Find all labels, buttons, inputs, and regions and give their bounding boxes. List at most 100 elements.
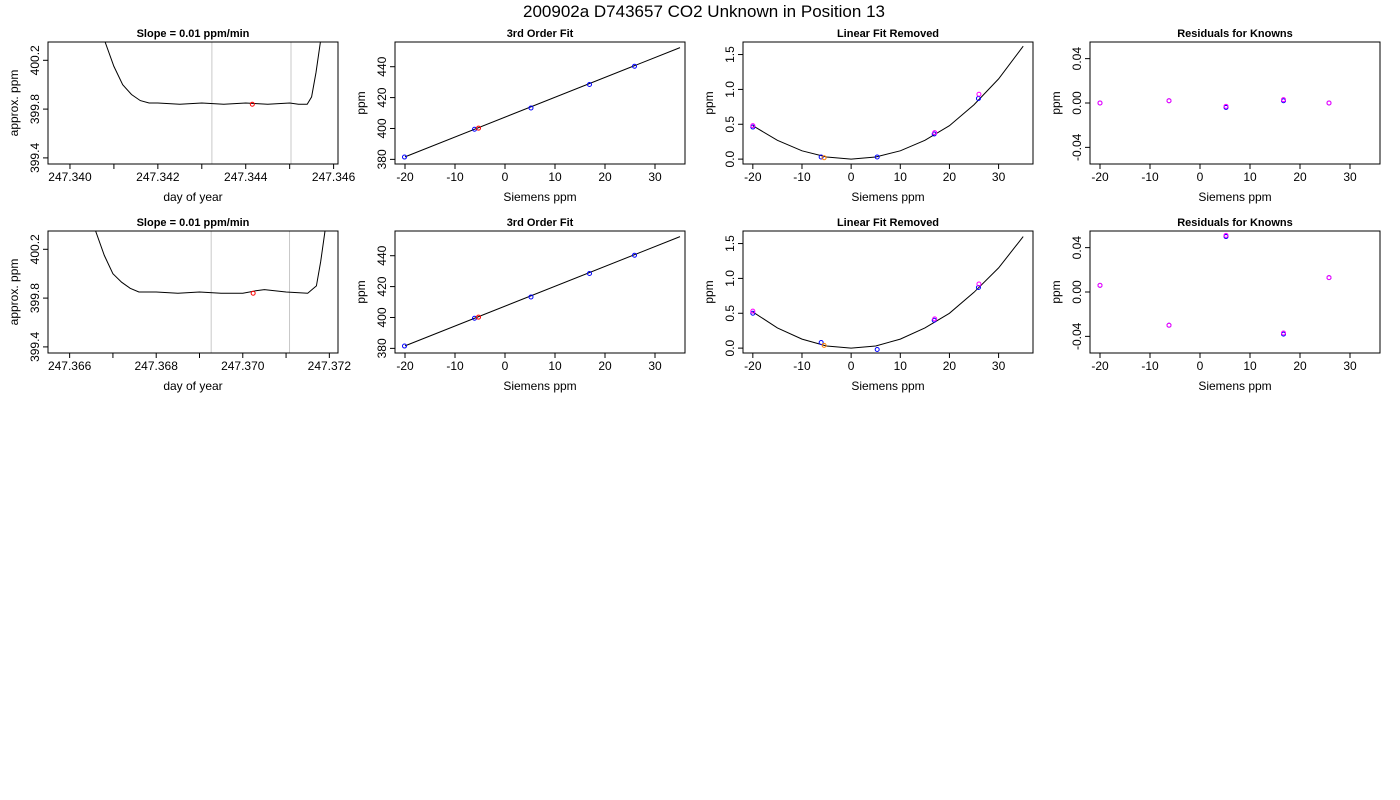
x-axis-label: Siemens ppm bbox=[851, 379, 924, 393]
x-tick-label: -10 bbox=[446, 170, 464, 184]
x-tick-label: 247.346 bbox=[312, 170, 356, 184]
y-tick-label: 0.00 bbox=[1070, 91, 1084, 115]
fit-line bbox=[404, 47, 681, 158]
data-point bbox=[750, 308, 756, 314]
x-tick-label: -20 bbox=[744, 170, 762, 184]
highlight-point bbox=[249, 101, 255, 107]
x-tick-label: 30 bbox=[992, 170, 1006, 184]
data-point bbox=[821, 342, 827, 348]
x-tick-label: 30 bbox=[1343, 170, 1357, 184]
x-tick-label: -10 bbox=[793, 359, 811, 373]
y-tick-label: 0.00 bbox=[1070, 280, 1084, 304]
y-tick-label: 0.04 bbox=[1070, 236, 1084, 260]
panel-2: 3rd Order Fit -20 -10 0 10 20 30 380 400 420 440 Si… bbox=[354, 28, 686, 204]
x-tick-label: 10 bbox=[1243, 359, 1257, 373]
y-tick-label: 380 bbox=[375, 338, 389, 358]
panel-4: Residuals for Knowns -20 -10 0 10 20 30 -0.04 0.… bbox=[1049, 28, 1381, 204]
data-point bbox=[976, 281, 982, 287]
x-tick-label: -20 bbox=[396, 170, 414, 184]
y-axis-label: approx. ppm bbox=[7, 70, 21, 137]
y-tick-label: 1.0 bbox=[723, 270, 737, 287]
data-point bbox=[476, 125, 481, 131]
series-line bbox=[95, 231, 326, 294]
highlight-point bbox=[250, 290, 256, 296]
plot-frame bbox=[1089, 230, 1381, 354]
fit-line bbox=[404, 236, 681, 347]
data-point bbox=[874, 154, 880, 160]
x-axis-label: Siemens ppm bbox=[503, 379, 576, 393]
plot-area bbox=[1097, 97, 1332, 110]
y-tick-label: 399.8 bbox=[28, 283, 42, 313]
plot-frame bbox=[394, 230, 686, 354]
x-axis-label: day of year bbox=[163, 379, 222, 393]
y-tick-label: 1.5 bbox=[723, 46, 737, 63]
y-tick-label: 380 bbox=[375, 149, 389, 169]
data-point bbox=[821, 155, 827, 161]
data-point bbox=[1326, 100, 1332, 106]
data-point bbox=[1097, 282, 1103, 288]
data-point bbox=[932, 130, 938, 136]
data-point bbox=[1223, 232, 1229, 238]
y-axis-label: ppm bbox=[702, 280, 716, 303]
x-tick-label: 247.370 bbox=[221, 359, 265, 373]
panel-title: Linear Fit Removed bbox=[837, 28, 939, 40]
x-axis-label: day of year bbox=[163, 190, 222, 204]
data-point bbox=[1326, 275, 1332, 281]
y-tick-label: 0.0 bbox=[723, 339, 737, 356]
x-tick-label: 247.340 bbox=[48, 170, 92, 184]
x-tick-label: -20 bbox=[1091, 170, 1109, 184]
data-point bbox=[1281, 330, 1286, 336]
x-tick-label: 10 bbox=[894, 359, 908, 373]
y-tick-label: -0.04 bbox=[1070, 322, 1084, 350]
y-tick-label: 0.04 bbox=[1070, 47, 1084, 71]
x-tick-label: 0 bbox=[502, 170, 509, 184]
x-tick-label: 10 bbox=[548, 170, 562, 184]
y-tick-label: 400 bbox=[375, 118, 389, 138]
data-point bbox=[874, 347, 880, 353]
data-point bbox=[632, 63, 637, 69]
x-tick-label: 30 bbox=[648, 359, 662, 373]
plot-area bbox=[750, 45, 1024, 161]
x-tick-label: 0 bbox=[502, 359, 509, 373]
x-tick-label: 0 bbox=[848, 359, 855, 373]
x-tick-label: -10 bbox=[793, 170, 811, 184]
x-tick-label: 30 bbox=[1343, 359, 1357, 373]
y-axis-label: ppm bbox=[354, 280, 368, 303]
x-axis-label: Siemens ppm bbox=[1198, 379, 1271, 393]
y-tick-label: 399.4 bbox=[28, 143, 42, 173]
x-tick-label: 247.372 bbox=[308, 359, 352, 373]
x-tick-label: 20 bbox=[598, 170, 612, 184]
x-tick-label: 10 bbox=[894, 170, 908, 184]
x-axis-label: Siemens ppm bbox=[1198, 190, 1271, 204]
y-tick-label: 400 bbox=[375, 307, 389, 327]
data-point bbox=[1223, 103, 1229, 109]
panel-1: Slope = 0.01 ppm/min 247.340 247.342 247.34… bbox=[7, 28, 356, 204]
y-tick-label: 400.2 bbox=[28, 234, 42, 264]
x-tick-label: 247.368 bbox=[135, 359, 179, 373]
plot-area bbox=[402, 236, 681, 349]
plot-frame bbox=[742, 41, 1034, 165]
data-point bbox=[476, 314, 481, 320]
y-axis-label: approx. ppm bbox=[7, 259, 21, 326]
plot-frame bbox=[1089, 41, 1381, 165]
x-tick-label: 247.342 bbox=[136, 170, 180, 184]
x-tick-label: 10 bbox=[1243, 170, 1257, 184]
fit-curve bbox=[752, 236, 1024, 349]
data-point bbox=[1097, 100, 1103, 106]
x-tick-label: 10 bbox=[548, 359, 562, 373]
panel-title: Linear Fit Removed bbox=[837, 217, 939, 229]
data-point bbox=[1166, 98, 1172, 104]
data-point bbox=[818, 154, 824, 160]
data-point bbox=[750, 310, 756, 316]
y-tick-label: 0.5 bbox=[723, 116, 737, 133]
x-tick-label: 0 bbox=[1197, 359, 1204, 373]
panel-title: Slope = 0.01 ppm/min bbox=[137, 28, 250, 40]
x-tick-label: -20 bbox=[1091, 359, 1109, 373]
x-tick-label: 20 bbox=[1293, 170, 1307, 184]
y-tick-label: 0.0 bbox=[723, 150, 737, 167]
x-axis-label: Siemens ppm bbox=[851, 190, 924, 204]
x-tick-label: 0 bbox=[1197, 170, 1204, 184]
data-point bbox=[402, 343, 407, 349]
plot-area bbox=[750, 236, 1024, 353]
